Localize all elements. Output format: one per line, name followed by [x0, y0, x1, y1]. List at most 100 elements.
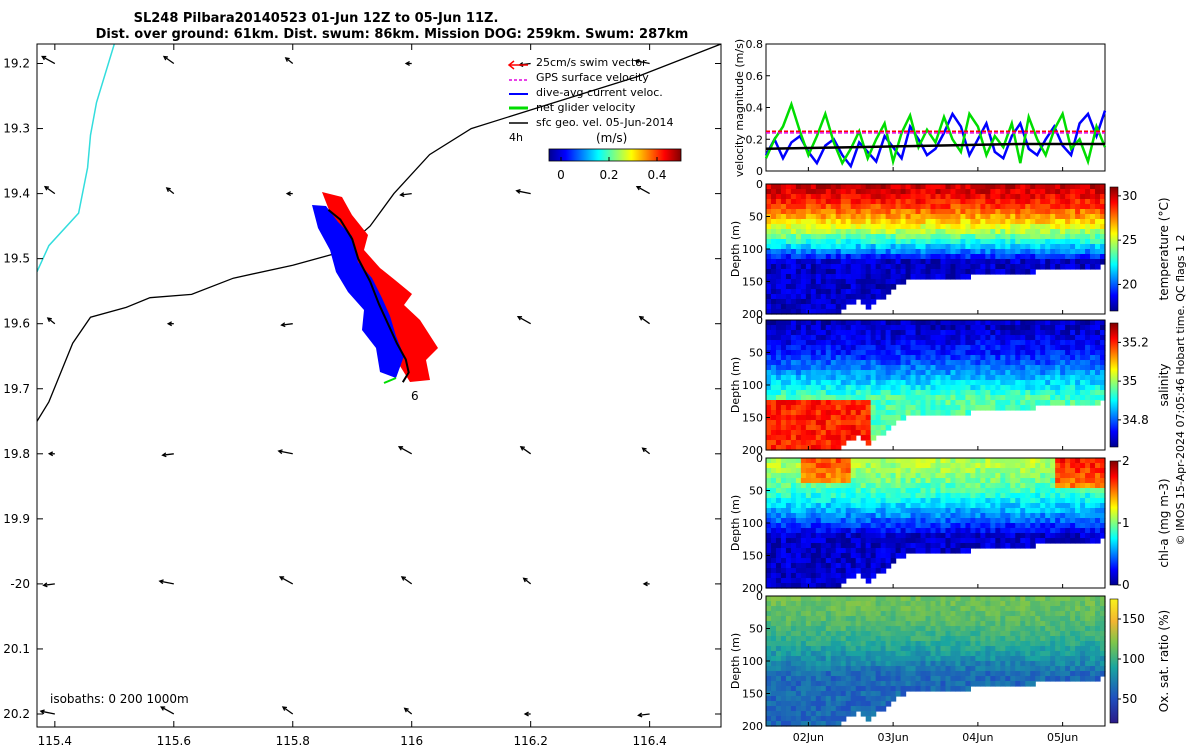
section-cell: [1005, 478, 1011, 484]
section-cell: [1050, 264, 1056, 270]
section-cell: [861, 528, 867, 534]
section-cell: [1050, 239, 1056, 245]
section-cell: [851, 405, 857, 411]
section-cell: [791, 606, 797, 612]
section-cell: [811, 269, 817, 275]
section-cell: [816, 626, 822, 632]
section-cell: [975, 483, 981, 489]
section-cell: [975, 493, 981, 499]
section-cell: [1075, 325, 1081, 331]
section-cell: [1085, 468, 1091, 474]
section-cell: [821, 686, 827, 692]
section-cell: [896, 518, 902, 524]
section-cell: [816, 370, 822, 376]
section-cell: [970, 488, 976, 494]
section-cell: [816, 488, 822, 494]
section-cell: [886, 244, 892, 250]
section-cell: [990, 390, 996, 396]
section-cell: [826, 224, 832, 230]
section-cell: [906, 274, 912, 280]
section-cell: [791, 345, 797, 351]
section-cell: [861, 621, 867, 627]
section-cell: [776, 468, 782, 474]
section-cell: [1020, 503, 1026, 509]
section-cell: [901, 370, 907, 376]
section-cell: [851, 269, 857, 275]
section-cell: [906, 239, 912, 245]
section-cell: [965, 503, 971, 509]
section-cell: [891, 345, 897, 351]
section-cell: [955, 458, 961, 464]
section-cell: [901, 269, 907, 275]
section-cell: [891, 254, 897, 260]
section-cell: [866, 430, 872, 436]
section-cell: [766, 458, 772, 464]
section-cell: [965, 488, 971, 494]
section-cell: [776, 631, 782, 637]
section-cell: [836, 463, 842, 469]
section-cell: [1045, 498, 1051, 504]
section-cell: [1090, 345, 1096, 351]
section-cell: [801, 410, 807, 416]
section-cell: [1000, 204, 1006, 210]
section-cell: [1050, 458, 1056, 464]
section-cell: [811, 340, 817, 346]
section-cell: [965, 473, 971, 479]
section-cell: [911, 229, 917, 235]
section-cell: [851, 573, 857, 579]
section-cell: [985, 209, 991, 215]
section-cell: [771, 503, 777, 509]
section-cell: [851, 264, 857, 270]
section-cell: [891, 463, 897, 469]
section-cell: [831, 503, 837, 509]
section-cell: [1015, 350, 1021, 356]
section-cell: [901, 513, 907, 519]
velocity-y-tick-label: 0.8: [746, 38, 764, 51]
section-cell: [891, 468, 897, 474]
section-cell: [985, 360, 991, 366]
velocity-y-tick-label: 0: [756, 165, 763, 178]
section-cell: [990, 345, 996, 351]
section-cell: [796, 289, 802, 295]
section-cell: [841, 259, 847, 265]
section-cell: [806, 425, 812, 431]
section-cell: [970, 264, 976, 270]
section-cell: [811, 264, 817, 270]
section-cell: [1065, 365, 1071, 371]
section-cell: [866, 385, 872, 391]
section-cell: [1085, 254, 1091, 260]
section-cell: [801, 483, 807, 489]
section-colorbar-tick-label: 20: [1122, 277, 1137, 291]
section-cell: [801, 284, 807, 290]
section-cell: [990, 488, 996, 494]
section-cell: [831, 493, 837, 499]
section-cell: [786, 325, 792, 331]
section-cell: [781, 543, 787, 549]
section-cell: [781, 596, 787, 602]
section-cell: [856, 259, 862, 265]
section-cell: [960, 199, 966, 205]
section-colorbar-tick-label: 2: [1122, 454, 1130, 468]
section-cell: [781, 478, 787, 484]
section-cell: [945, 244, 951, 250]
section-cell: [796, 711, 802, 717]
section-cell: [781, 340, 787, 346]
section-cell: [960, 189, 966, 195]
section-cell: [911, 533, 917, 539]
section-cell: [891, 498, 897, 504]
section-cell: [960, 395, 966, 401]
section-cell: [796, 194, 802, 200]
section-cell: [776, 375, 782, 381]
section-cell: [826, 696, 832, 702]
section-cell: [901, 553, 907, 559]
section-cell: [911, 189, 917, 195]
section-cell: [1030, 269, 1036, 275]
section-cell: [901, 415, 907, 421]
section-cell: [911, 410, 917, 416]
section-cell: [960, 473, 966, 479]
section-cell: [811, 706, 817, 712]
section-cell: [811, 355, 817, 361]
section-cell: [896, 330, 902, 336]
section-cell: [766, 320, 772, 326]
section-cell: [831, 578, 837, 584]
